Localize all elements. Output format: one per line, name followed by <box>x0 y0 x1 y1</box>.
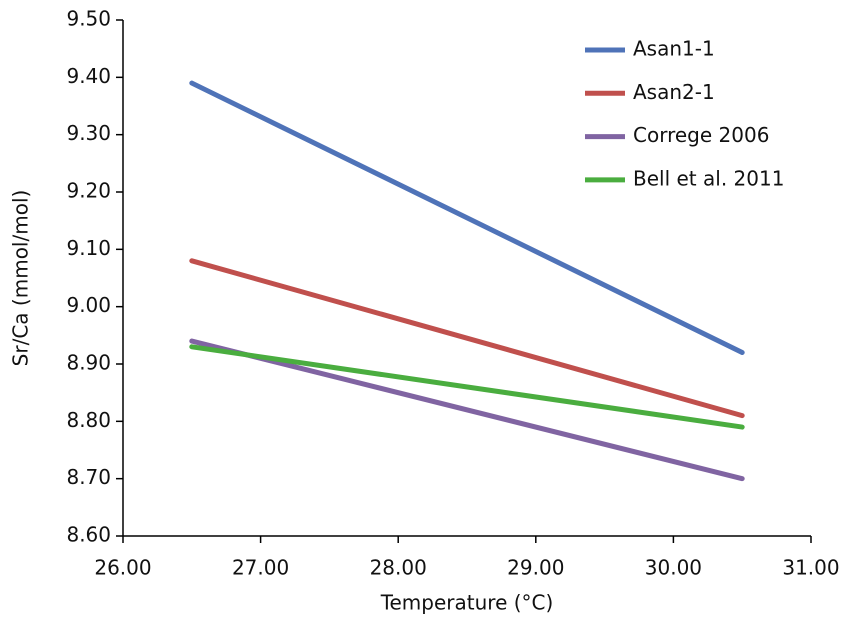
x-tick-label: 26.00 <box>94 556 151 580</box>
series-line <box>189 338 745 482</box>
y-tick-label: 8.70 <box>66 465 111 489</box>
series-line <box>189 80 745 356</box>
legend-label: Bell et al. 2011 <box>633 166 784 190</box>
series-line <box>189 258 745 419</box>
legend-label: Asan2-1 <box>633 80 715 104</box>
legend-label: Asan1-1 <box>633 37 715 61</box>
y-tick-label: 9.50 <box>66 7 111 31</box>
y-tick-label: 9.40 <box>66 64 111 88</box>
y-tick-label: 8.60 <box>66 523 111 547</box>
x-tick-label: 30.00 <box>645 556 702 580</box>
y-tick-label: 8.90 <box>66 351 111 375</box>
y-tick-label: 8.80 <box>66 408 111 432</box>
x-tick-label: 29.00 <box>507 556 564 580</box>
series-line <box>189 344 745 430</box>
x-tick-label: 27.00 <box>232 556 289 580</box>
legend-label: Correge 2006 <box>633 123 769 147</box>
x-tick-label: 31.00 <box>782 556 839 580</box>
y-tick-label: 9.20 <box>66 179 111 203</box>
y-axis-title: Sr/Ca (mmol/mol) <box>9 190 33 367</box>
x-axis-title: Temperature (°C) <box>380 591 554 615</box>
y-tick-label: 9.00 <box>66 293 111 317</box>
y-tick-label: 9.10 <box>66 236 111 260</box>
y-tick-label: 9.30 <box>66 121 111 145</box>
x-tick-label: 28.00 <box>370 556 427 580</box>
